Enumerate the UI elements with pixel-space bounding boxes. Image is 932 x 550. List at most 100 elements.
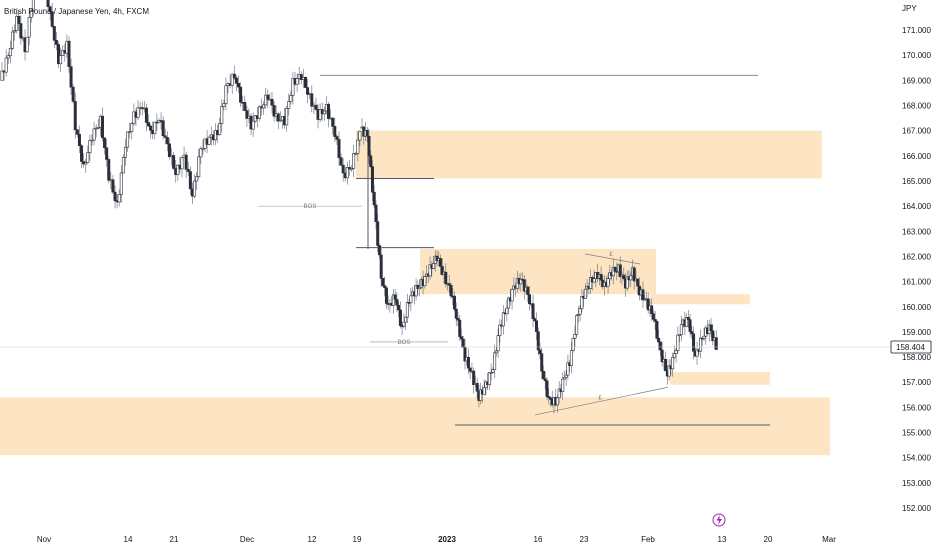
y-tick-label: 154.000 — [902, 454, 931, 463]
candle-a-candle — [0, 70, 4, 81]
candle-b-candle — [547, 396, 551, 399]
candle-b-candle — [487, 372, 491, 386]
candle-a-candle — [262, 104, 266, 109]
candle-a-candle — [128, 131, 132, 133]
candle-a-candle — [257, 106, 261, 119]
candle-b-candle — [632, 267, 636, 282]
candle-b-candle — [536, 331, 540, 351]
zone-4 — [670, 372, 770, 385]
candle-a-candle — [356, 139, 360, 154]
candle-a-candle — [193, 180, 197, 197]
candle-b-candle — [606, 278, 610, 287]
candle-b-candle — [397, 304, 401, 311]
candle-b-candle — [528, 294, 532, 305]
candle-b-candle — [365, 130, 369, 137]
candle-b-candle — [447, 283, 451, 286]
chart-title: British Pound / Japanese Yen, 4h, FXCM — [4, 7, 149, 16]
candle-a-candle — [352, 153, 356, 169]
candle-b-candle — [599, 274, 603, 281]
candle-a-candle — [161, 120, 165, 137]
candle-b-candle — [541, 370, 545, 380]
candle-a-candle — [119, 172, 123, 195]
candle-a-candle — [272, 105, 276, 117]
candle-b-candle — [493, 352, 497, 370]
candle-a-candle — [306, 87, 310, 95]
candle-a-candle — [266, 94, 270, 100]
annotations: BOS BOS £ £ — [304, 204, 614, 401]
candle-a-candle — [270, 98, 274, 106]
candle-b-candle — [557, 388, 561, 399]
y-tick-label: 168.000 — [902, 101, 931, 110]
x-tick-label: 14 — [124, 535, 133, 544]
y-tick-label: 162.000 — [902, 252, 931, 261]
x-tick-label: Feb — [641, 535, 655, 544]
y-tick-label: 171.000 — [902, 26, 931, 35]
candle-b-candle — [367, 135, 371, 157]
candle-a-candle — [69, 66, 73, 88]
candle-b-candle — [393, 294, 397, 300]
candle-b-candle — [501, 312, 505, 327]
y-tick-label: 164.000 — [902, 202, 931, 211]
candle-a-candle — [27, 16, 31, 38]
x-tick-label: 23 — [580, 535, 589, 544]
candle-a-candle — [19, 23, 23, 39]
candle-b-candle — [496, 335, 500, 352]
candle-a-candle — [232, 73, 236, 79]
candle-a-candle — [103, 137, 107, 149]
candle-b-candle — [383, 285, 387, 289]
candle-a-candle — [57, 44, 61, 65]
candle-a-candle — [130, 123, 134, 132]
candle-b-candle — [589, 277, 593, 289]
candle-b-candle — [440, 266, 444, 275]
candle-a-candle — [278, 119, 282, 122]
candle-a-candle — [88, 140, 92, 153]
candle-a-candle — [52, 26, 56, 41]
candle-a-candle — [149, 125, 153, 131]
candle-a-candle — [207, 136, 211, 145]
candle-b-candle — [395, 299, 399, 306]
currency-label: JPY — [902, 4, 917, 13]
candle-b-candle — [611, 266, 615, 277]
candle-b-candle — [456, 317, 460, 321]
candle-b-candle — [519, 278, 523, 285]
y-tick-label: 166.000 — [902, 152, 931, 161]
candle-b-candle — [379, 254, 383, 279]
candle-b-candle — [374, 204, 378, 222]
candle-a-candle — [46, 0, 50, 8]
candle-b-candle — [482, 387, 486, 395]
candle-b-candle — [384, 287, 388, 304]
y-tick-label: 170.000 — [902, 51, 931, 60]
candle-a-candle — [90, 139, 94, 142]
x-tick-label: 21 — [170, 535, 179, 544]
candle-b-candle — [510, 288, 514, 302]
candle-a-candle — [289, 95, 293, 102]
candle-b-candle — [583, 288, 587, 299]
candle-a-candle — [264, 94, 268, 106]
candle-b-candle — [428, 264, 432, 277]
annotation-label: £ — [609, 252, 613, 258]
y-tick-label: 155.000 — [902, 429, 931, 438]
candle-a-candle — [167, 143, 171, 158]
candle-b-candle — [522, 279, 526, 292]
candle-a-candle — [318, 109, 322, 120]
candle-b-candle — [679, 324, 683, 336]
candle-b-candle — [653, 319, 657, 322]
x-tick-label: 12 — [308, 535, 317, 544]
candle-b-candle — [561, 378, 565, 392]
candle-b-candle — [711, 330, 715, 342]
candle-a-candle — [337, 139, 341, 158]
candle-b-candle — [657, 337, 661, 343]
x-tick-label: Dec — [240, 535, 254, 544]
candle-a-candle — [126, 131, 130, 148]
candle-b-candle — [479, 389, 483, 401]
y-tick-label: 163.000 — [902, 227, 931, 236]
candle-b-candle — [571, 337, 575, 352]
candle-b-candle — [418, 286, 422, 289]
flash-icon[interactable] — [712, 513, 726, 527]
candle-a-candle — [213, 130, 217, 141]
candle-b-candle — [475, 383, 479, 392]
candle-a-candle — [13, 30, 17, 33]
candle-b-candle — [676, 334, 680, 351]
candle-b-candle — [452, 295, 456, 310]
